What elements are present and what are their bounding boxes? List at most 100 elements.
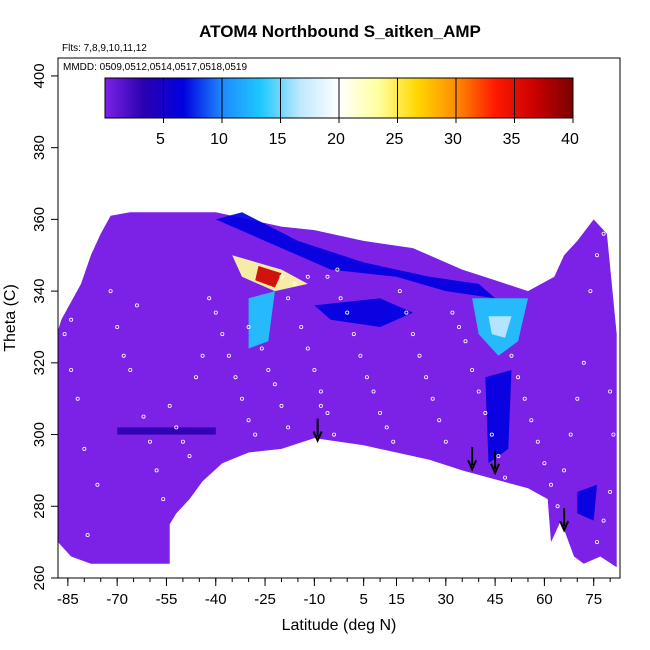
field-right-core bbox=[488, 316, 512, 338]
sample-point bbox=[266, 367, 271, 372]
sample-point bbox=[509, 353, 514, 358]
sample-point bbox=[279, 274, 284, 279]
sample-point bbox=[286, 296, 291, 301]
x-tick-label: 5 bbox=[359, 591, 367, 608]
sample-point bbox=[611, 432, 616, 437]
sample-point bbox=[542, 461, 547, 466]
field-lower-band bbox=[117, 427, 216, 435]
sample-point bbox=[226, 353, 231, 358]
sample-point bbox=[397, 289, 402, 294]
sample-point bbox=[476, 389, 481, 394]
sample-point bbox=[483, 410, 488, 415]
plot-area: MMDD: 0509,0512,0514,0517,0518,0519 -85 -7… bbox=[31, 57, 621, 608]
sample-point bbox=[335, 267, 340, 272]
y-tick-label: 400 bbox=[31, 63, 48, 88]
sample-point bbox=[595, 540, 600, 545]
arrow-marker bbox=[312, 418, 323, 444]
colorbar: 5 10 15 20 25 30 35 40 bbox=[104, 77, 579, 148]
sample-point bbox=[450, 310, 455, 315]
sample-point bbox=[588, 289, 593, 294]
sample-point bbox=[489, 432, 494, 437]
sample-point bbox=[437, 418, 442, 423]
sample-point bbox=[358, 353, 363, 358]
x-tick-label: 45 bbox=[487, 591, 504, 608]
x-tick-label: 60 bbox=[536, 591, 553, 608]
sample-point bbox=[180, 439, 185, 444]
sample-point bbox=[608, 389, 613, 394]
data-field bbox=[58, 212, 617, 568]
y-tick-label: 380 bbox=[31, 135, 48, 160]
sample-point bbox=[161, 497, 166, 502]
sample-point bbox=[246, 418, 251, 423]
sample-point bbox=[391, 439, 396, 444]
colorbar-tick-label: 15 bbox=[269, 131, 287, 148]
sample-point bbox=[555, 504, 560, 509]
flights-note: Flts: 7,8,9,10,11,12 bbox=[62, 43, 147, 54]
sample-point bbox=[601, 231, 606, 236]
sample-point bbox=[417, 353, 422, 358]
sample-point bbox=[575, 396, 580, 401]
y-tick-label: 300 bbox=[31, 422, 48, 447]
field-lower-right-blob bbox=[577, 484, 597, 521]
sample-point bbox=[200, 353, 205, 358]
sample-point bbox=[312, 367, 317, 372]
colorbar-tick-label: 30 bbox=[444, 131, 462, 148]
sample-point bbox=[443, 439, 448, 444]
field-left-plume bbox=[248, 291, 275, 349]
sample-point bbox=[456, 324, 461, 329]
sample-point bbox=[305, 346, 310, 351]
sample-point bbox=[69, 317, 74, 322]
sample-point bbox=[470, 367, 475, 372]
sample-point bbox=[95, 482, 100, 487]
y-tick-label: 340 bbox=[31, 279, 48, 304]
sample-point bbox=[246, 324, 251, 329]
sample-point bbox=[207, 296, 212, 301]
arrow-marker bbox=[490, 450, 501, 476]
sample-point bbox=[299, 324, 304, 329]
sample-point bbox=[115, 324, 120, 329]
sample-point bbox=[147, 439, 152, 444]
sample-point bbox=[378, 410, 383, 415]
sample-point bbox=[272, 382, 277, 387]
colorbar-tick-label: 25 bbox=[386, 131, 404, 148]
sample-point bbox=[522, 396, 527, 401]
sample-point bbox=[318, 403, 323, 408]
sample-point bbox=[292, 281, 297, 286]
chart-title: ATOM4 Northbound S_aitken_AMP bbox=[199, 22, 481, 41]
x-tick-label: 15 bbox=[388, 591, 405, 608]
sample-point bbox=[121, 353, 126, 358]
x-tick-label: -55 bbox=[156, 591, 178, 608]
arrow-marker bbox=[559, 508, 570, 533]
sample-point bbox=[384, 425, 389, 430]
sample-point bbox=[62, 332, 67, 337]
sample-point bbox=[430, 396, 435, 401]
sample-point bbox=[193, 375, 198, 380]
sample-point bbox=[69, 367, 74, 372]
sample-point bbox=[562, 468, 567, 473]
colorbar-tick-label: 5 bbox=[156, 131, 165, 148]
sample-point bbox=[286, 425, 291, 430]
y-axis-label: Theta (C) bbox=[2, 284, 19, 352]
sample-point bbox=[496, 454, 501, 459]
y-tick-label: 260 bbox=[31, 565, 48, 590]
field-mid-dark-blob bbox=[314, 298, 413, 327]
sample-point bbox=[174, 425, 179, 430]
sample-point bbox=[345, 446, 350, 451]
sample-point bbox=[75, 396, 80, 401]
sample-point bbox=[410, 332, 415, 337]
sample-point bbox=[325, 410, 330, 415]
sample-point bbox=[292, 446, 297, 451]
sample-point bbox=[404, 310, 409, 315]
sample-point bbox=[463, 339, 468, 344]
sample-point bbox=[233, 375, 238, 380]
sample-point bbox=[535, 439, 540, 444]
sample-point bbox=[253, 432, 258, 437]
sample-point bbox=[213, 310, 218, 315]
y-tick-label: 280 bbox=[31, 494, 48, 519]
colorbar-tick-label: 10 bbox=[210, 131, 228, 148]
sample-point bbox=[305, 274, 310, 279]
sample-point bbox=[516, 375, 521, 380]
sample-point bbox=[82, 446, 87, 451]
sample-point bbox=[568, 432, 573, 437]
sample-point bbox=[371, 389, 376, 394]
